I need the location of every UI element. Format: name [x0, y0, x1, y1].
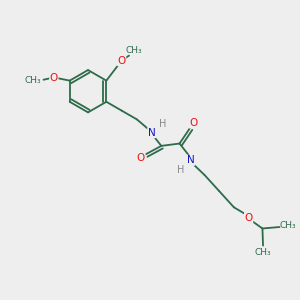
Text: O: O	[136, 153, 145, 163]
Text: H: H	[159, 118, 166, 128]
Text: CH₃: CH₃	[24, 76, 41, 85]
Text: N: N	[187, 155, 195, 165]
Text: H: H	[177, 165, 184, 175]
Text: O: O	[50, 73, 58, 83]
Text: N: N	[148, 128, 155, 138]
Text: O: O	[189, 118, 197, 128]
Text: CH₃: CH₃	[255, 248, 271, 257]
Text: CH₃: CH₃	[125, 46, 142, 55]
Text: CH₃: CH₃	[279, 221, 296, 230]
Text: O: O	[244, 213, 253, 223]
Text: O: O	[118, 56, 126, 66]
